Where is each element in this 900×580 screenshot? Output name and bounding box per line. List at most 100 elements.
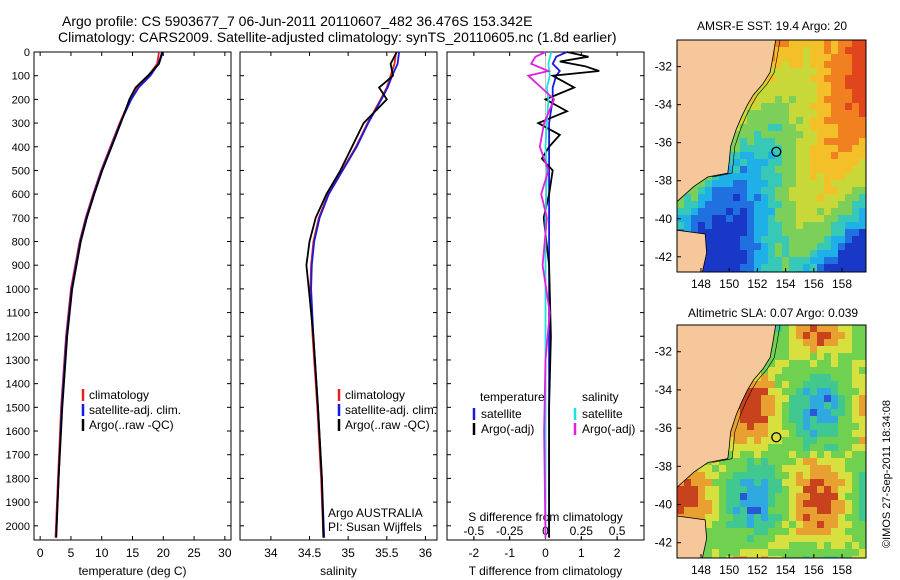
lon-tick-label: 154 bbox=[776, 563, 796, 577]
field-cell bbox=[789, 395, 797, 403]
field-cell bbox=[852, 486, 860, 494]
x2-tick-label: 0.5 bbox=[609, 524, 626, 538]
field-cell bbox=[789, 187, 797, 195]
field-cell bbox=[726, 465, 734, 473]
field-cell bbox=[761, 493, 769, 501]
field-cell bbox=[761, 173, 769, 181]
field-cell bbox=[859, 145, 866, 153]
legend-label: satellite bbox=[582, 407, 623, 421]
field-cell bbox=[817, 236, 825, 244]
x-tick-label: 0 bbox=[542, 546, 549, 560]
field-cell bbox=[859, 549, 866, 557]
field-cell bbox=[859, 409, 866, 417]
field-cell bbox=[810, 61, 818, 69]
field-cell bbox=[789, 54, 797, 62]
field-cell bbox=[677, 486, 685, 494]
field-cell bbox=[796, 47, 804, 55]
field-cell bbox=[768, 549, 776, 557]
field-cell bbox=[859, 535, 866, 543]
field-cell bbox=[698, 215, 706, 223]
field-cell bbox=[803, 68, 811, 76]
field-cell bbox=[705, 257, 713, 265]
field-cell bbox=[824, 493, 832, 501]
field-cell bbox=[845, 40, 853, 48]
field-cell bbox=[761, 194, 769, 202]
field-cell bbox=[782, 353, 790, 361]
field-cell bbox=[852, 430, 860, 438]
field-cell bbox=[810, 346, 818, 354]
field-cell bbox=[761, 444, 769, 452]
field-cell bbox=[859, 257, 866, 265]
field-cell bbox=[796, 110, 804, 118]
field-cell bbox=[859, 131, 866, 139]
field-cell bbox=[789, 110, 797, 118]
field-cell bbox=[740, 535, 748, 543]
field-cell bbox=[789, 521, 797, 529]
field-cell bbox=[817, 416, 825, 424]
field-cell bbox=[761, 208, 769, 216]
field-cell bbox=[789, 68, 797, 76]
field-cell bbox=[789, 437, 797, 445]
field-cell bbox=[754, 507, 762, 515]
field-cell bbox=[782, 187, 790, 195]
field-cell bbox=[768, 159, 776, 167]
field-cell bbox=[817, 549, 825, 557]
lon-tick-label: 148 bbox=[691, 277, 711, 291]
field-cell bbox=[824, 507, 832, 515]
field-cell bbox=[761, 556, 769, 558]
field-cell bbox=[740, 236, 748, 244]
field-cell bbox=[817, 402, 825, 410]
field-cell bbox=[789, 472, 797, 480]
field-cell bbox=[817, 528, 825, 536]
field-cell bbox=[726, 215, 734, 223]
field-cell bbox=[796, 535, 804, 543]
legend-label: satellite-adj. clim. bbox=[89, 403, 181, 417]
field-cell bbox=[747, 430, 755, 438]
field-cell bbox=[740, 117, 748, 125]
field-cell bbox=[740, 145, 748, 153]
field-cell bbox=[782, 542, 790, 550]
field-cell bbox=[831, 549, 839, 557]
field-cell bbox=[698, 222, 706, 230]
field-cell bbox=[719, 243, 727, 251]
field-cell bbox=[782, 75, 790, 83]
field-cell bbox=[733, 556, 741, 558]
field-cell bbox=[859, 451, 866, 459]
field-cell bbox=[740, 222, 748, 230]
field-cell bbox=[817, 229, 825, 237]
field-cell bbox=[775, 542, 783, 550]
field-cell bbox=[852, 451, 860, 459]
lat-tick-label: -36 bbox=[655, 421, 673, 435]
field-cell bbox=[782, 507, 790, 515]
field-cell bbox=[726, 194, 734, 202]
field-cell bbox=[817, 194, 825, 202]
field-cell bbox=[775, 374, 783, 382]
field-cell bbox=[845, 409, 853, 417]
field-cell bbox=[733, 437, 741, 445]
field-cell bbox=[838, 374, 846, 382]
lat-tick-label: -42 bbox=[655, 536, 673, 550]
land-mass bbox=[677, 40, 777, 203]
field-cell bbox=[824, 54, 832, 62]
field-cell bbox=[824, 451, 832, 459]
field-cell bbox=[747, 493, 755, 501]
field-cell bbox=[768, 236, 776, 244]
field-cell bbox=[845, 346, 853, 354]
field-cell bbox=[768, 250, 776, 258]
field-cell bbox=[817, 166, 825, 174]
field-cell bbox=[775, 325, 783, 333]
field-cell bbox=[761, 103, 769, 111]
field-cell bbox=[796, 472, 804, 480]
y-tick-label: 1700 bbox=[6, 450, 30, 462]
field-cell bbox=[754, 549, 762, 557]
field-cell bbox=[810, 264, 818, 272]
field-cell bbox=[824, 360, 832, 368]
field-cell bbox=[726, 229, 734, 237]
field-cell bbox=[810, 444, 818, 452]
x-tick-label: 25 bbox=[187, 546, 201, 560]
field-cell bbox=[796, 542, 804, 550]
field-cell bbox=[782, 89, 790, 97]
field-cell bbox=[698, 180, 706, 188]
field-cell bbox=[691, 486, 699, 494]
field-cell bbox=[740, 430, 748, 438]
